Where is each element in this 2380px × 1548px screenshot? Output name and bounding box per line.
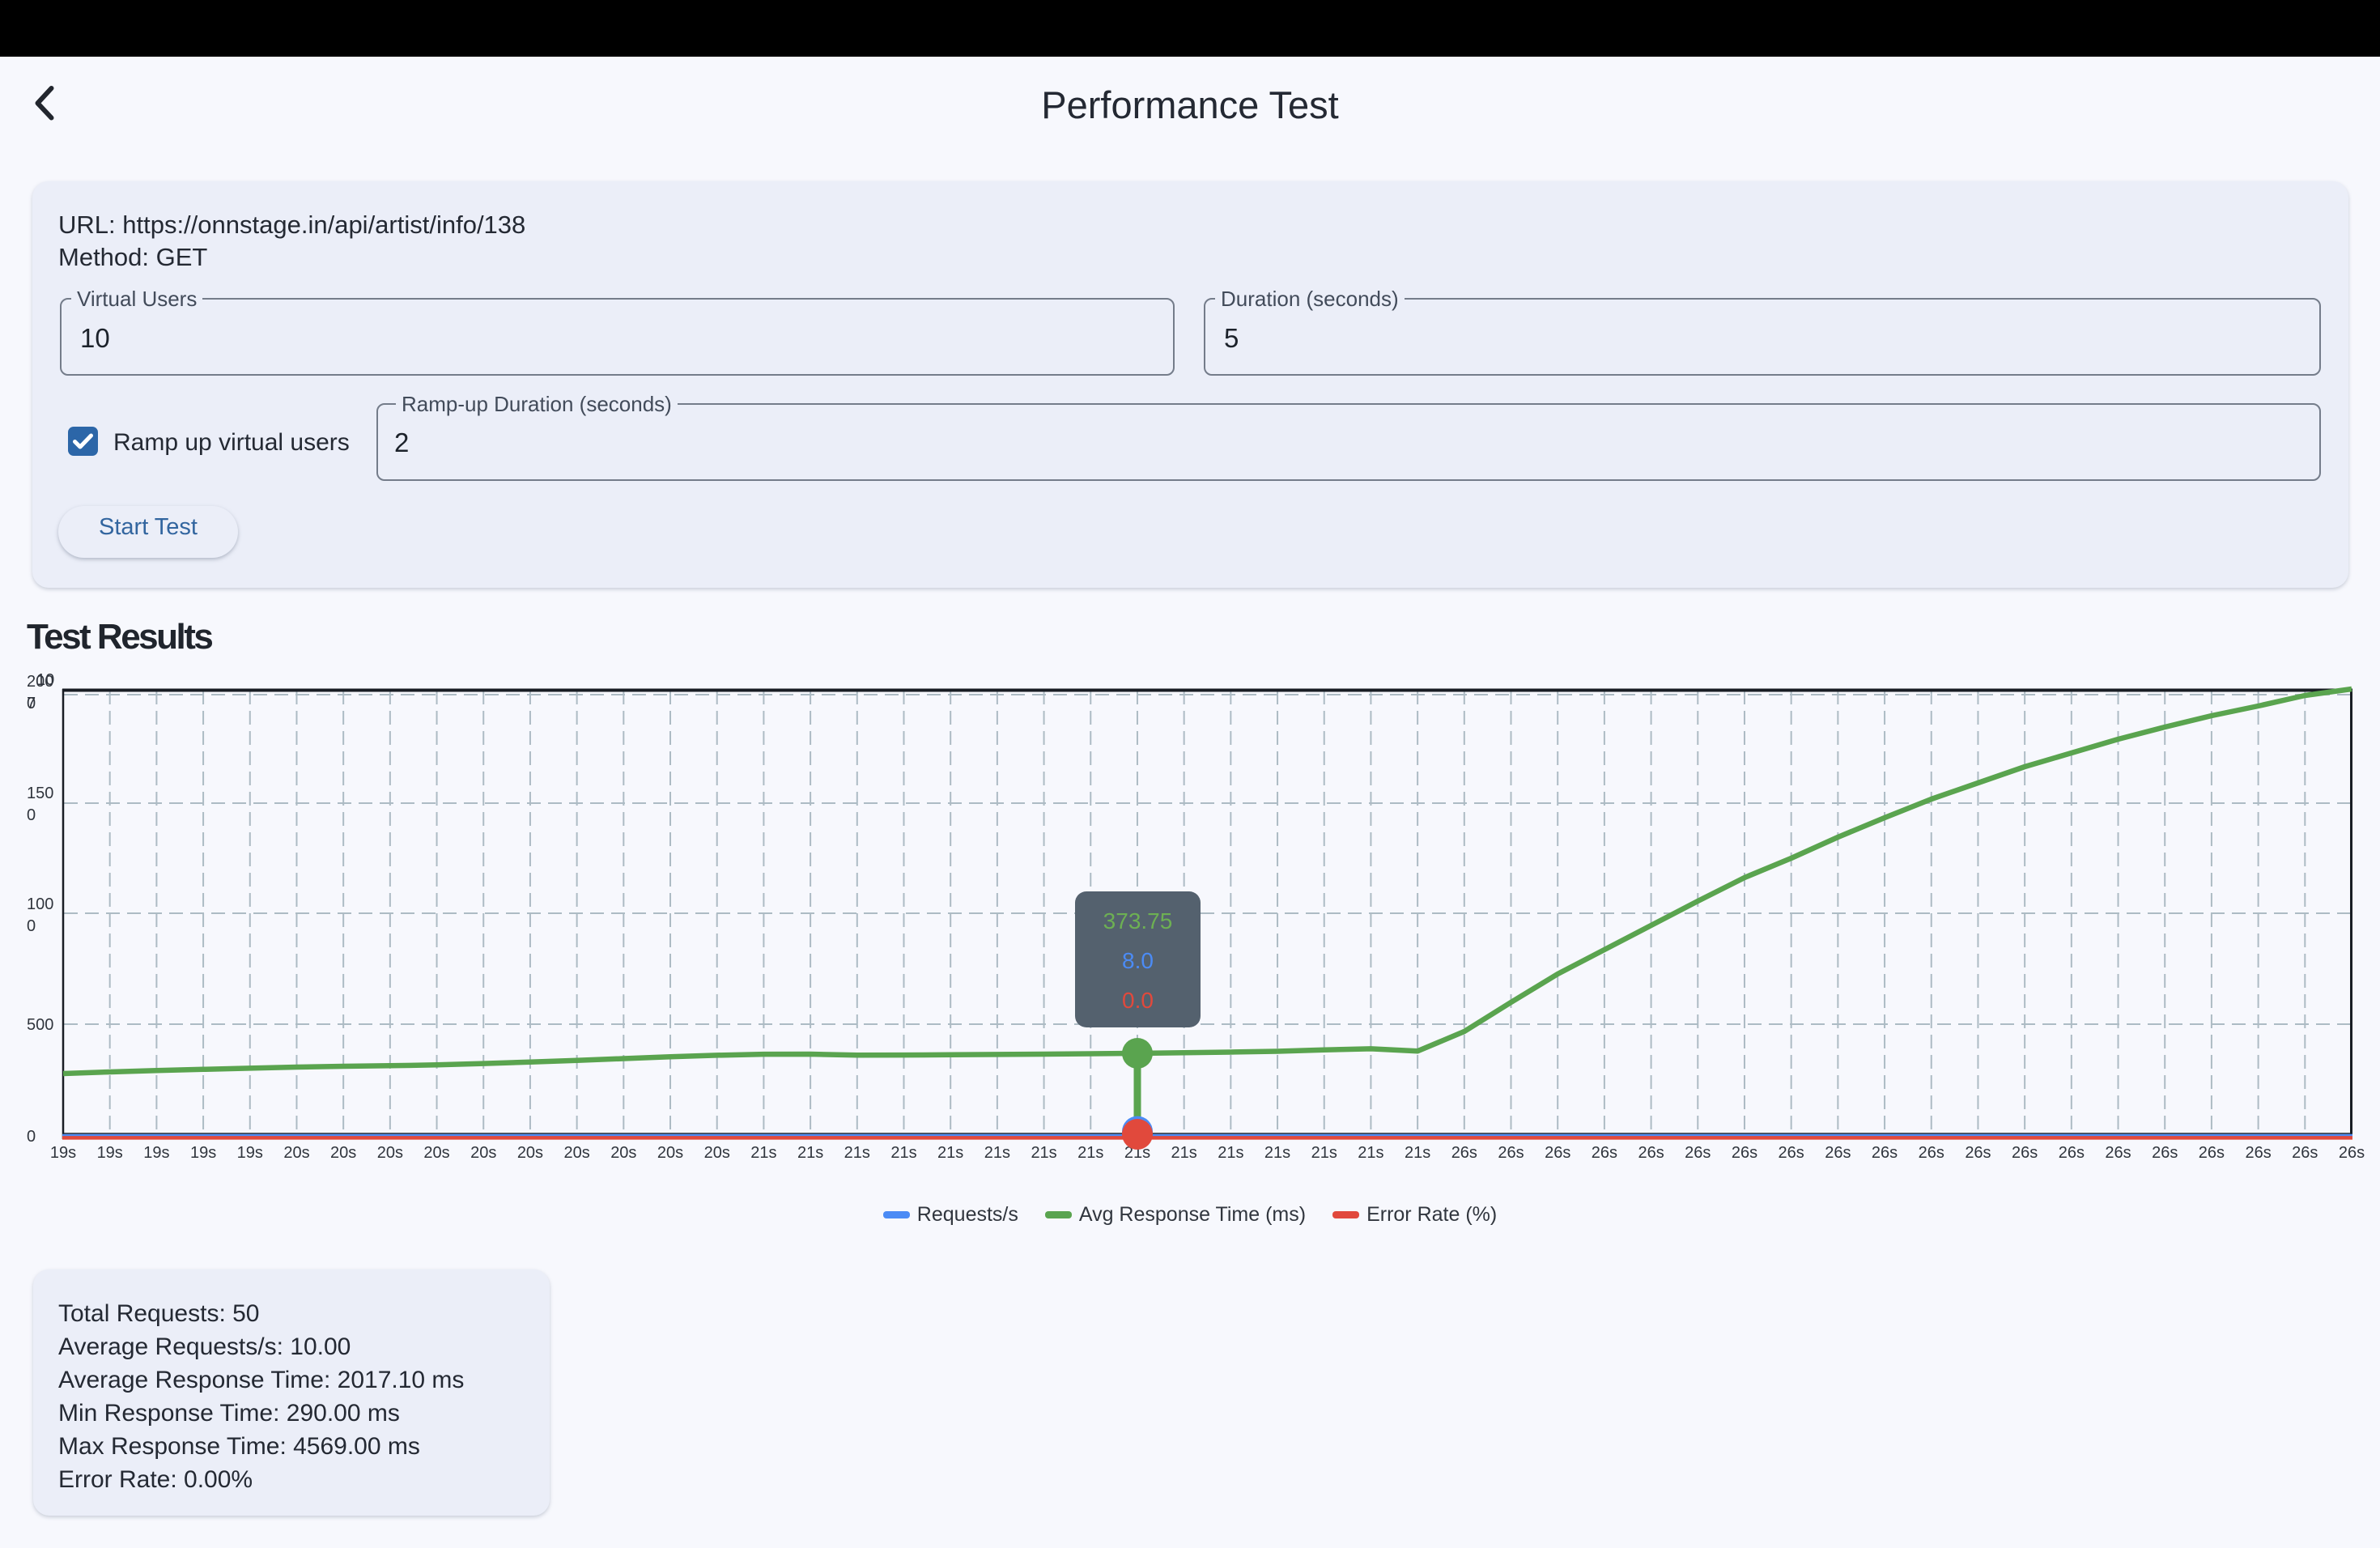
svg-text:21s: 21s: [844, 1144, 870, 1162]
svg-text:26s: 26s: [1451, 1144, 1477, 1162]
svg-text:0: 0: [27, 1128, 36, 1146]
svg-text:21s: 21s: [984, 1144, 1010, 1162]
svg-text:26s: 26s: [1732, 1144, 1757, 1162]
svg-text:19s: 19s: [237, 1144, 263, 1162]
svg-text:21s: 21s: [937, 1144, 963, 1162]
svg-text:200: 200: [27, 673, 53, 691]
svg-text:20s: 20s: [330, 1144, 356, 1162]
svg-text:26s: 26s: [1825, 1144, 1851, 1162]
svg-text:20s: 20s: [423, 1144, 449, 1162]
svg-text:26s: 26s: [1919, 1144, 1944, 1162]
svg-text:150: 150: [27, 785, 53, 802]
svg-text:26s: 26s: [2199, 1144, 2225, 1162]
svg-text:20s: 20s: [283, 1144, 309, 1162]
svg-text:19s: 19s: [190, 1144, 216, 1162]
svg-text:100: 100: [27, 895, 53, 913]
svg-text:21s: 21s: [750, 1144, 776, 1162]
svg-text:20s: 20s: [610, 1144, 636, 1162]
svg-text:26s: 26s: [2245, 1144, 2271, 1162]
svg-text:21s: 21s: [1124, 1144, 1150, 1162]
svg-text:20s: 20s: [470, 1144, 496, 1162]
svg-text:26s: 26s: [1592, 1144, 1617, 1162]
svg-text:20s: 20s: [564, 1144, 590, 1162]
svg-text:26s: 26s: [1498, 1144, 1524, 1162]
svg-text:26s: 26s: [2105, 1144, 2131, 1162]
svg-text:26s: 26s: [1685, 1144, 1711, 1162]
svg-text:26s: 26s: [1545, 1144, 1570, 1162]
svg-text:21s: 21s: [1264, 1144, 1290, 1162]
svg-text:26s: 26s: [2012, 1144, 2038, 1162]
svg-text:7: 7: [27, 695, 36, 712]
svg-text:21s: 21s: [797, 1144, 823, 1162]
svg-text:26s: 26s: [2059, 1144, 2085, 1162]
svg-text:26s: 26s: [1872, 1144, 1898, 1162]
svg-text:26s: 26s: [1965, 1144, 1991, 1162]
svg-text:26s: 26s: [2152, 1144, 2178, 1162]
svg-text:21s: 21s: [1077, 1144, 1103, 1162]
svg-text:20s: 20s: [517, 1144, 543, 1162]
svg-text:20s: 20s: [377, 1144, 403, 1162]
svg-text:21s: 21s: [1405, 1144, 1430, 1162]
svg-text:19s: 19s: [143, 1144, 169, 1162]
svg-text:21s: 21s: [890, 1144, 916, 1162]
svg-text:21s: 21s: [1031, 1144, 1056, 1162]
svg-text:21s: 21s: [1218, 1144, 1243, 1162]
svg-text:0: 0: [27, 695, 36, 712]
svg-text:500: 500: [27, 1016, 53, 1034]
svg-text:21s: 21s: [1358, 1144, 1383, 1162]
svg-text:21s: 21s: [1311, 1144, 1337, 1162]
svg-text:19s: 19s: [50, 1144, 76, 1162]
svg-text:0: 0: [27, 806, 36, 824]
svg-text:20s: 20s: [704, 1144, 730, 1162]
svg-text:19s: 19s: [97, 1144, 123, 1162]
svg-text:26s: 26s: [1638, 1144, 1664, 1162]
svg-text:26s: 26s: [2339, 1144, 2365, 1162]
svg-text:26s: 26s: [2292, 1144, 2318, 1162]
svg-text:10: 10: [36, 671, 54, 689]
svg-text:26s: 26s: [1779, 1144, 1804, 1162]
svg-text:0: 0: [27, 917, 36, 935]
svg-text:21s: 21s: [1171, 1144, 1197, 1162]
svg-text:20s: 20s: [657, 1144, 683, 1162]
